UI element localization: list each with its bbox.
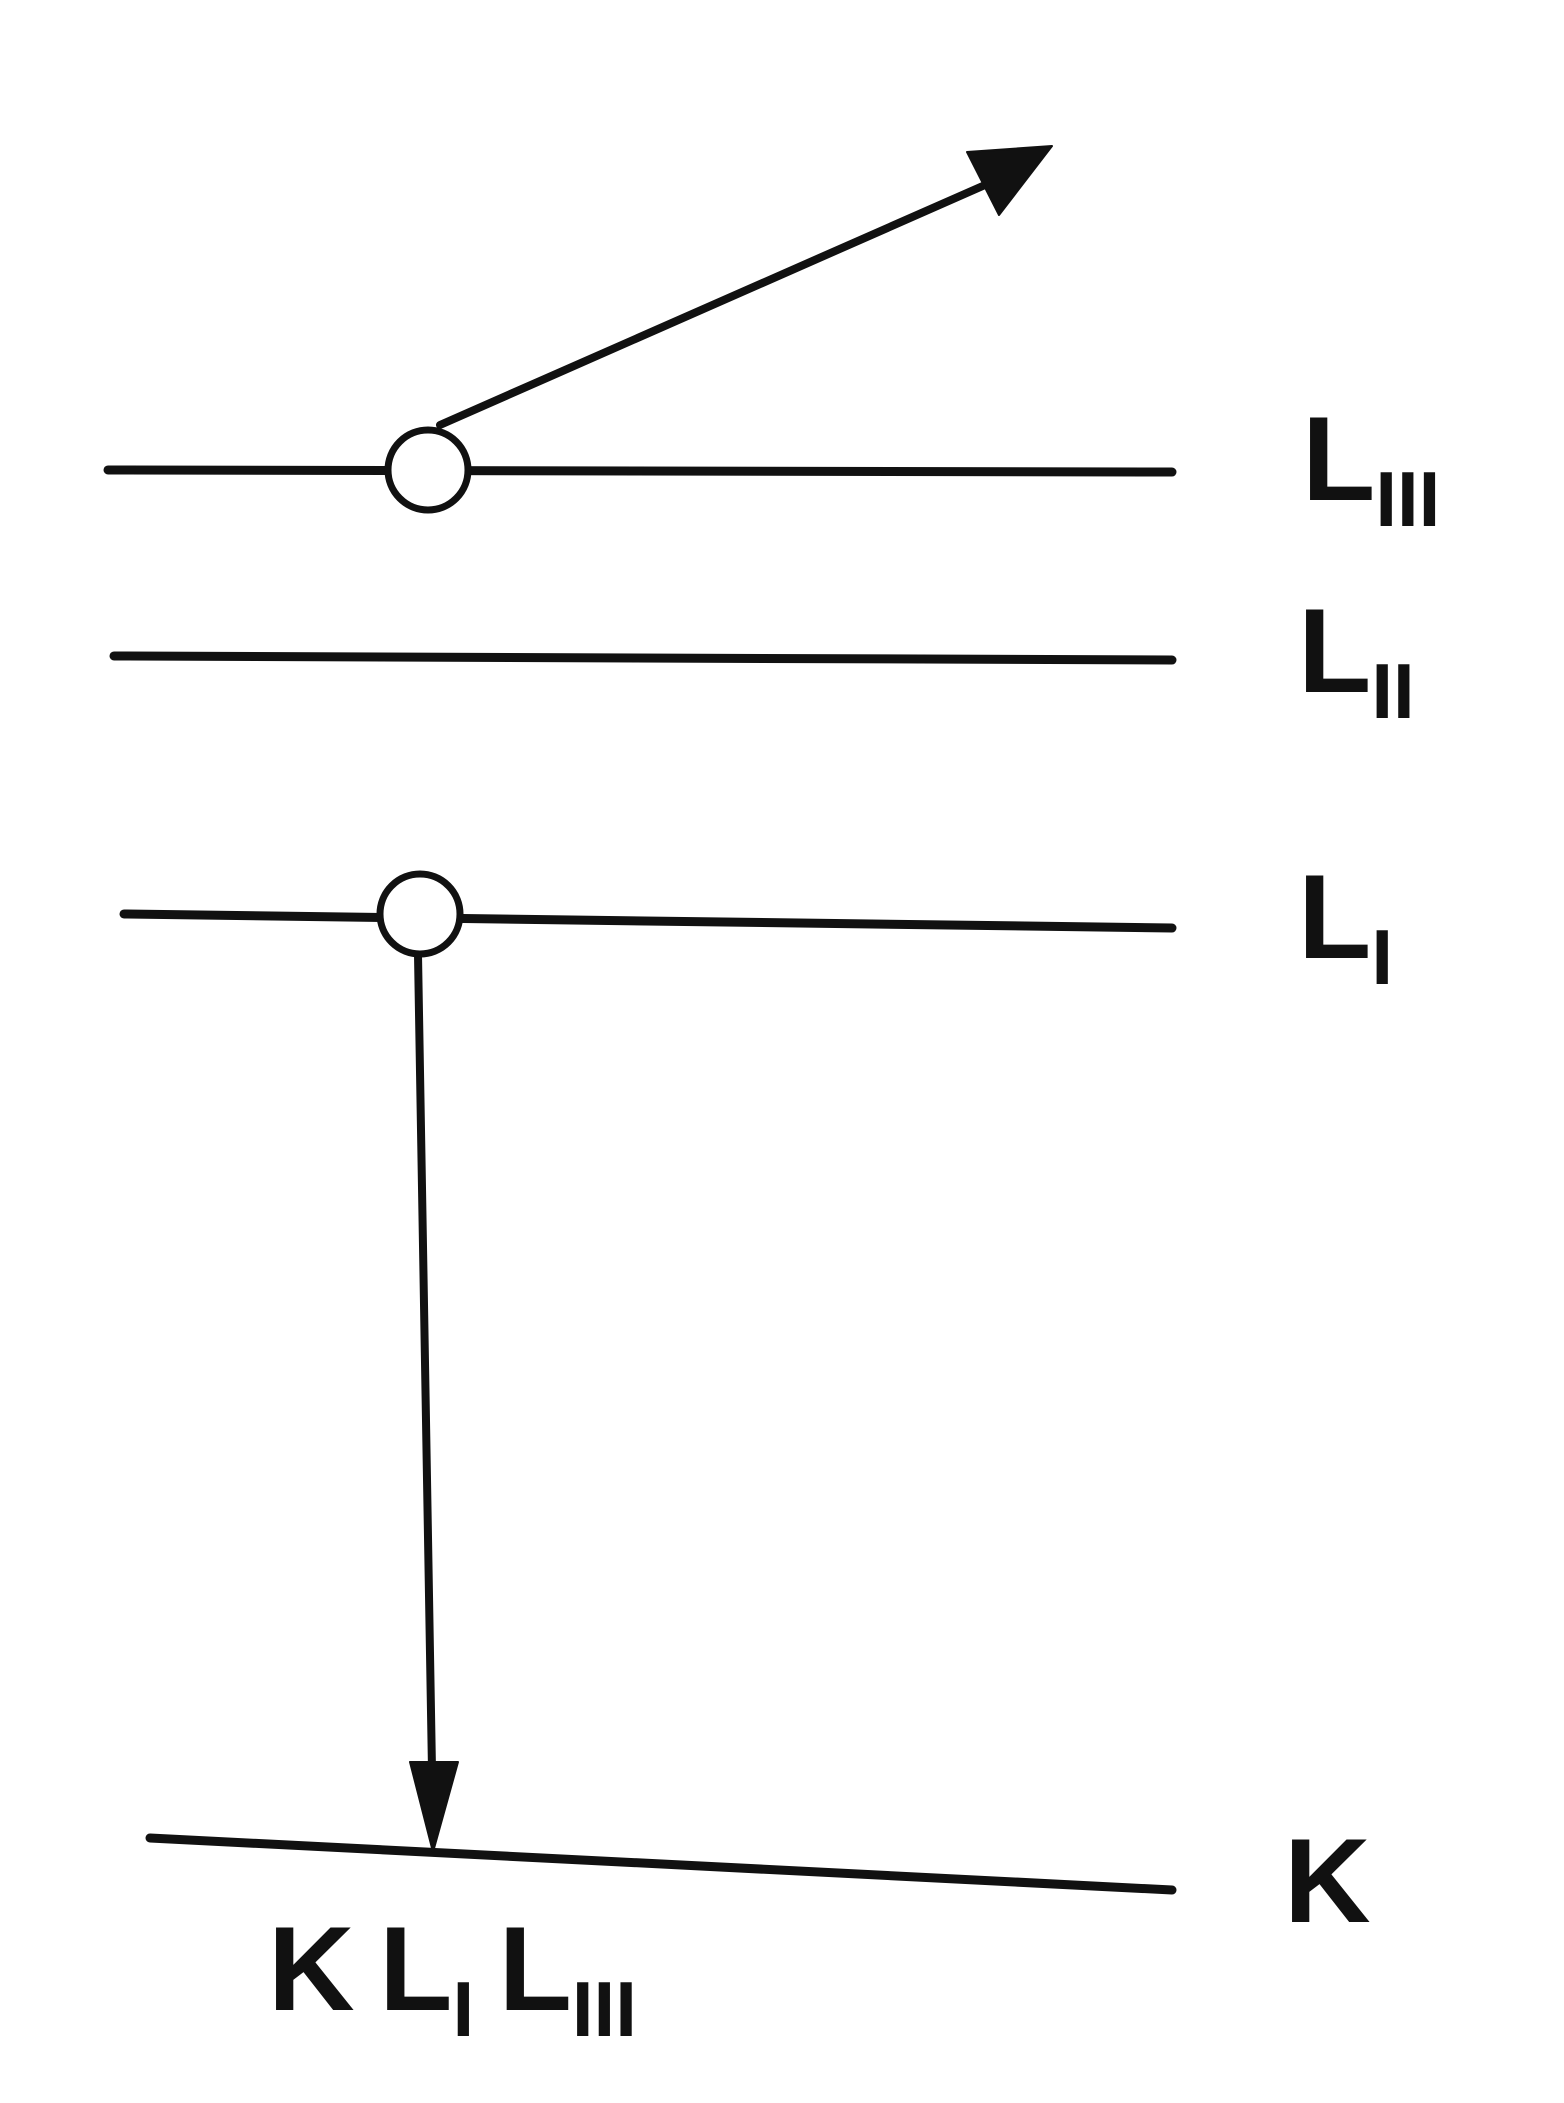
transition-label-part-k: K [268,1902,355,2036]
level-label-lii: LII [1298,584,1415,735]
transition-arrowhead [409,1761,459,1853]
vacancy-circle-li [376,870,464,958]
level-line-lii [109,651,1177,665]
vacancy-circle-liii [384,426,472,514]
level-line-li [119,909,1177,933]
transition-arrow-shaft [414,951,436,1774]
transition-label-part-li: L [379,1902,452,2036]
level-label-k: K [1284,1814,1371,1948]
transition-label-part-liii: L [499,1902,572,2036]
level-line-liii [103,465,1177,477]
ejected-electron-arrowhead [966,145,1053,216]
level-label-liii: LIII [1302,392,1440,543]
level-label-li: LI [1298,850,1393,1001]
level-line-k [145,1833,1177,1895]
ejected-electron-arrow-shaft [436,181,989,429]
transition-label: K LI LIII [268,1902,637,2053]
